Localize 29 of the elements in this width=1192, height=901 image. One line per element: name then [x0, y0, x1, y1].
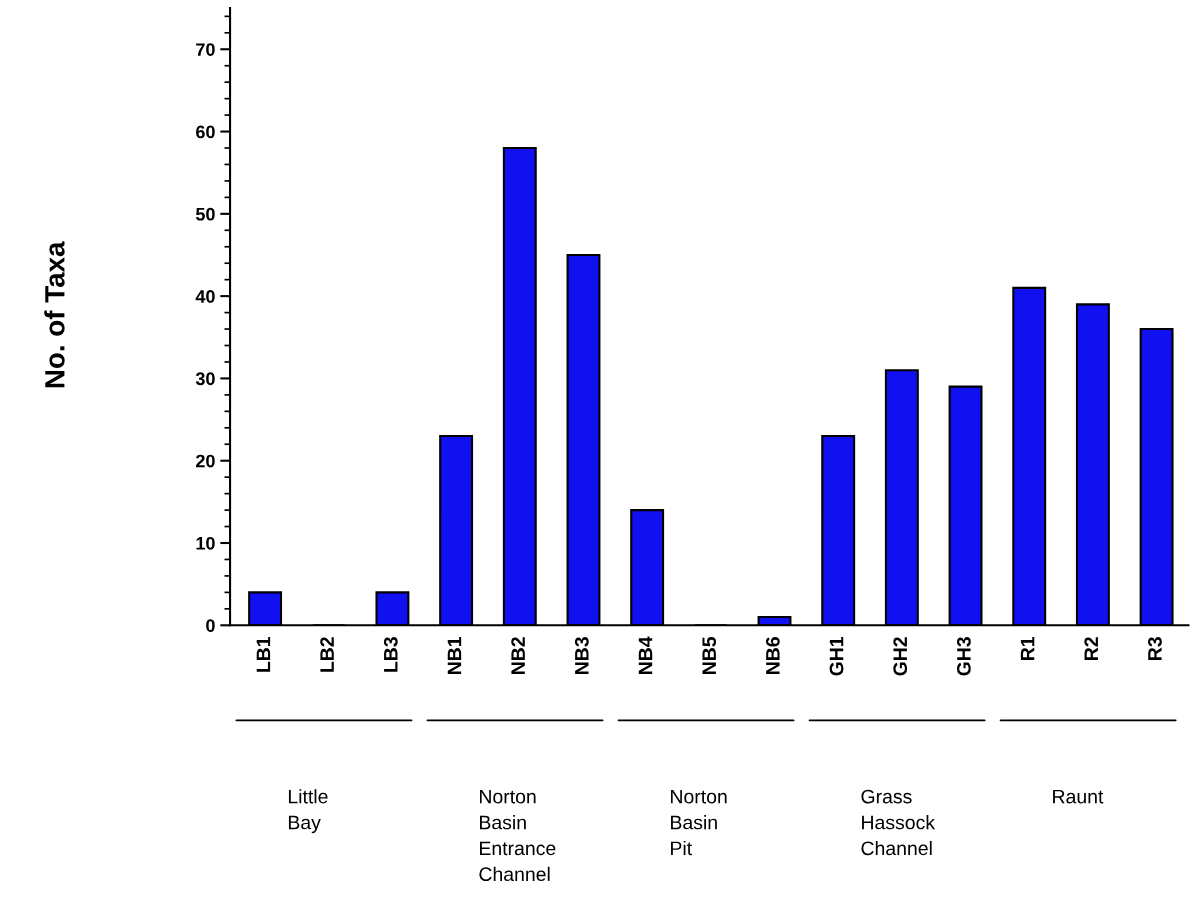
y-tick-label: 10 — [196, 536, 215, 550]
y-tick-label: 60 — [196, 125, 215, 139]
y-tick-label: 0 — [206, 619, 215, 633]
y-axis-title: No. of Taxa — [44, 241, 65, 388]
x-tick-label: GH1 — [829, 636, 844, 676]
x-tick-label: NB5 — [702, 636, 717, 674]
x-tick-label: NB2 — [511, 637, 525, 674]
y-tick-label: 20 — [196, 454, 215, 468]
x-tick-label: GH2 — [893, 637, 908, 676]
x-tick-label: LB1 — [256, 636, 271, 672]
x-tick-label: R1 — [1020, 636, 1035, 660]
x-tick-label: NB6 — [765, 637, 780, 674]
y-tick-label: 30 — [195, 372, 215, 386]
x-tick-label: NB1 — [447, 636, 462, 674]
text: Norton Basin Pit — [671, 789, 727, 856]
x-tick-label: NB3 — [574, 637, 589, 674]
text: Raunt — [1053, 789, 1104, 804]
y-tick-label: 50 — [195, 207, 215, 221]
x-tick-label: R2 — [1084, 637, 1098, 660]
x-tick-label: NB4 — [638, 636, 653, 674]
x-tick-label: GH3 — [957, 637, 971, 676]
y-tick-label: 40 — [195, 290, 215, 303]
y-tick-label: 70 — [196, 43, 215, 56]
x-tick-label: LB3 — [383, 637, 398, 672]
text: Norton Basin Entrance Channel — [479, 789, 556, 882]
text: Grass Hassock Channel — [861, 789, 936, 856]
x-tick-label: LB2 — [320, 637, 334, 672]
x-tick-label: R3 — [1148, 637, 1162, 660]
text: Little Bay — [288, 789, 328, 834]
